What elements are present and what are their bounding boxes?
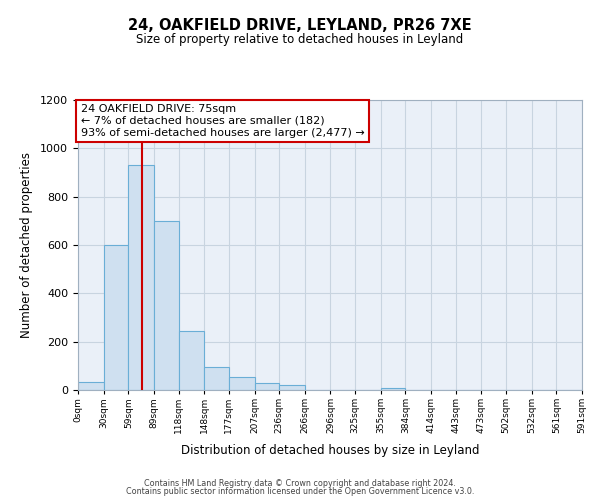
Bar xyxy=(154,221,179,390)
Bar xyxy=(78,382,104,390)
Text: Contains HM Land Registry data © Crown copyright and database right 2024.: Contains HM Land Registry data © Crown c… xyxy=(144,478,456,488)
Bar xyxy=(279,385,305,390)
Bar xyxy=(381,388,406,390)
Bar xyxy=(104,245,128,390)
Text: 24, OAKFIELD DRIVE, LEYLAND, PR26 7XE: 24, OAKFIELD DRIVE, LEYLAND, PR26 7XE xyxy=(128,18,472,32)
Bar xyxy=(204,367,229,390)
Bar xyxy=(128,165,154,390)
Y-axis label: Number of detached properties: Number of detached properties xyxy=(20,152,33,338)
Bar xyxy=(254,383,279,390)
Text: Contains public sector information licensed under the Open Government Licence v3: Contains public sector information licen… xyxy=(126,487,474,496)
X-axis label: Distribution of detached houses by size in Leyland: Distribution of detached houses by size … xyxy=(181,444,479,458)
Text: 24 OAKFIELD DRIVE: 75sqm
← 7% of detached houses are smaller (182)
93% of semi-d: 24 OAKFIELD DRIVE: 75sqm ← 7% of detache… xyxy=(80,104,364,138)
Text: Size of property relative to detached houses in Leyland: Size of property relative to detached ho… xyxy=(136,32,464,46)
Bar xyxy=(179,331,204,390)
Bar xyxy=(229,376,254,390)
